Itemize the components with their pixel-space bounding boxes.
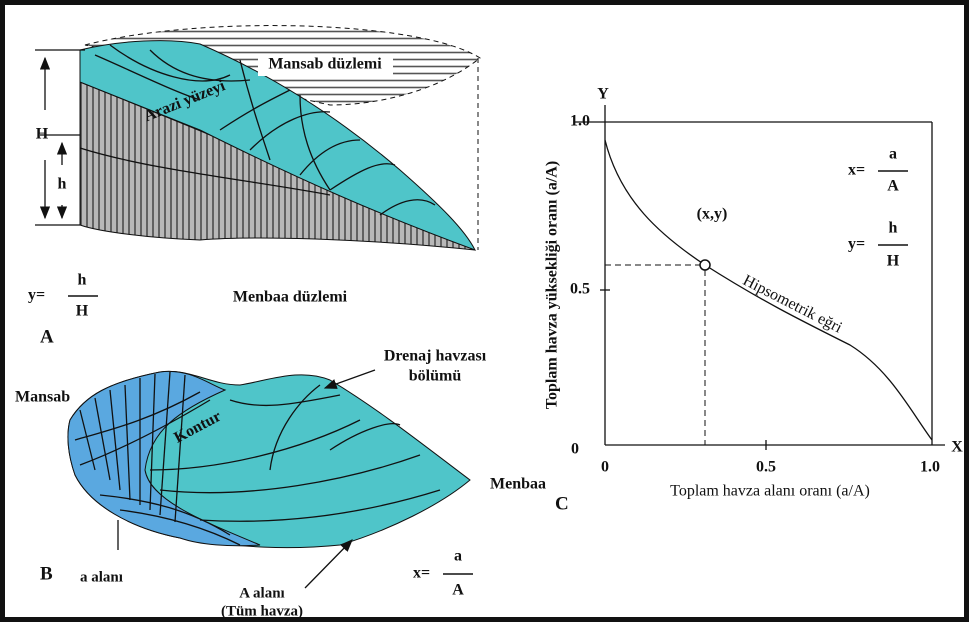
drainage-label-2: bölümü	[409, 368, 462, 385]
x-letter: X	[951, 439, 963, 456]
x-tick-label: 0.5	[756, 459, 776, 476]
A-area-label-1: A alanı	[239, 585, 284, 601]
mansab-plane-label: Mansab düzlemi	[268, 56, 382, 73]
x-tick-label: 1.0	[920, 459, 940, 476]
menbaa-label: Menbaa	[490, 476, 546, 493]
x-tick-label: 0	[601, 459, 609, 476]
h-label: h	[58, 176, 67, 193]
y-axis-label: Toplam havza yüksekliği oranı (a/A)	[544, 161, 561, 409]
y-letter: Y	[597, 86, 609, 103]
formula-lhs: y=	[848, 236, 865, 253]
figure: Mansab düzlemi Arazi yüzeyi H h Menbaa d…	[0, 0, 969, 622]
A-area-label-2: (Tüm havza)	[221, 603, 303, 619]
formula-num: h	[78, 272, 87, 289]
formula-den: A	[452, 582, 464, 599]
drainage-label-1: Drenaj havzası	[384, 348, 487, 365]
formula-num: a	[889, 146, 897, 163]
y-tick-label: 1.0	[570, 113, 590, 130]
formula-lhs: x=	[848, 162, 865, 179]
formula-den: H	[887, 253, 900, 270]
panel-label: C	[555, 493, 569, 514]
point-label: (x,y)	[697, 206, 728, 223]
panel-label: A	[40, 326, 54, 347]
x-axis-label: Toplam havza alanı oranı (a/A)	[670, 483, 870, 500]
formula-num: h	[889, 220, 898, 237]
formula-den: H	[76, 303, 89, 320]
formula-lhs: x=	[413, 565, 430, 582]
y-tick-label: 0.5	[570, 281, 590, 298]
formula-den: A	[887, 178, 899, 195]
formula-num: a	[454, 548, 462, 565]
mansab-label: Mansab	[15, 389, 70, 406]
H-label: H	[36, 126, 49, 143]
y-tick-label: 0	[571, 441, 579, 458]
formula-lhs: y=	[28, 287, 45, 304]
a-area-label: a alanı	[80, 569, 123, 585]
panel-label: B	[40, 563, 53, 584]
base-plane-label: Menbaa düzlemi	[233, 289, 348, 306]
